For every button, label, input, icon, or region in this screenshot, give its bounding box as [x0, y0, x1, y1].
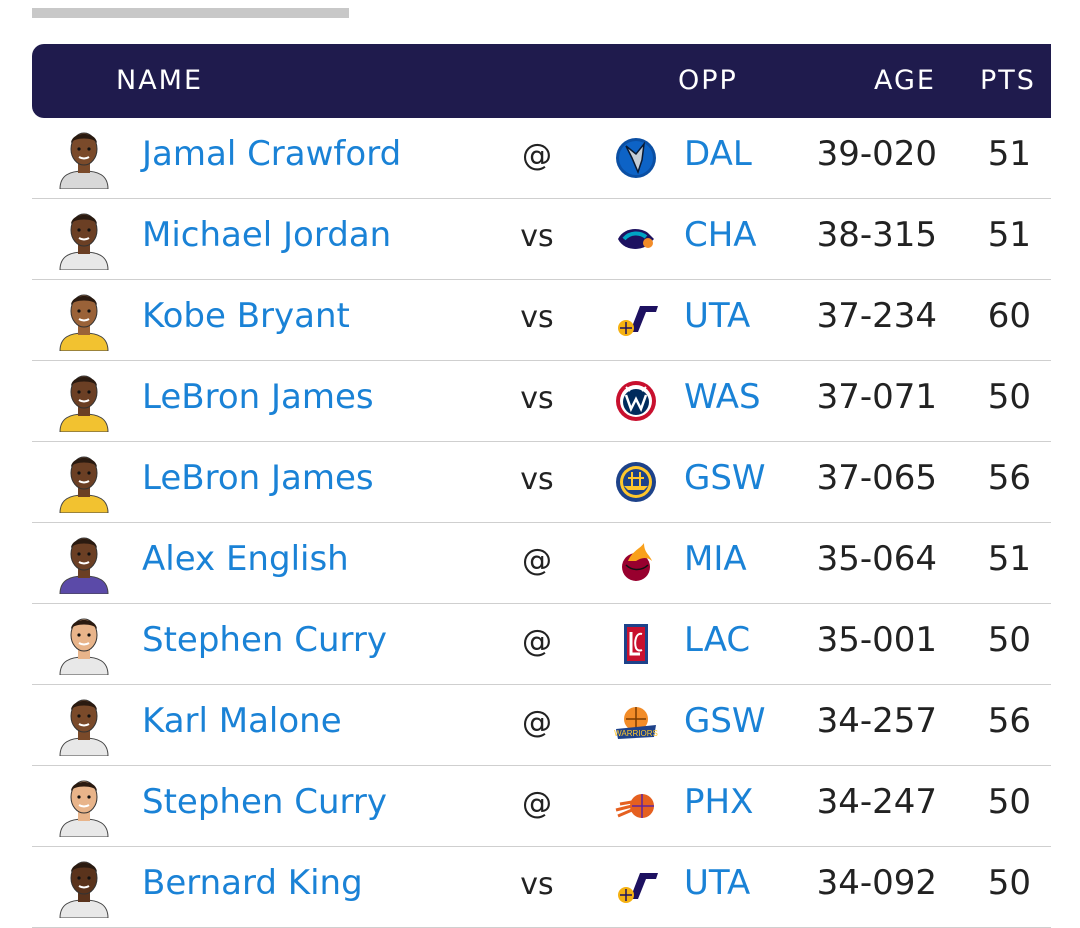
age-value: 34-092 — [816, 863, 937, 903]
opponent-team-link[interactable]: PHX — [684, 782, 754, 822]
table-row[interactable]: Michael Jordan vs CHA 38-315 51 — [32, 199, 1051, 280]
table-row[interactable]: Karl Malone @ WARRIORS GSW 34-257 56 — [32, 685, 1051, 766]
points-value: 60 — [987, 296, 1031, 336]
points-value: 56 — [987, 458, 1031, 498]
table-body: Jamal Crawford @ DAL 39-020 51 Michael Jordan… — [32, 118, 1051, 928]
table-row[interactable]: LeBron James vs GSW 37-065 56 — [32, 442, 1051, 523]
age-value: 35-064 — [816, 539, 937, 579]
venue-indicator: @ — [522, 543, 552, 578]
points-value: 50 — [987, 377, 1031, 417]
player-name-link[interactable]: Kobe Bryant — [142, 296, 350, 336]
venue-indicator: vs — [520, 867, 554, 902]
player-avatar — [56, 611, 112, 676]
player-avatar — [56, 692, 112, 757]
column-header-pts[interactable]: PTS — [980, 65, 1036, 96]
hornets-logo-icon — [614, 217, 658, 261]
player-avatar — [56, 530, 112, 595]
player-name-link[interactable]: Stephen Curry — [142, 620, 388, 660]
player-name-link[interactable]: Jamal Crawford — [142, 134, 402, 174]
table-row[interactable]: Stephen Curry @ PHX 34-247 50 — [32, 766, 1051, 847]
jazz-logo-icon — [614, 865, 658, 909]
venue-indicator: vs — [520, 300, 554, 335]
venue-indicator: @ — [522, 138, 552, 173]
points-value: 51 — [987, 134, 1031, 174]
venue-indicator: vs — [520, 462, 554, 497]
age-value: 34-257 — [816, 701, 937, 741]
opponent-team-link[interactable]: CHA — [684, 215, 757, 255]
table-row[interactable]: Alex English @ MIA 35-064 51 — [32, 523, 1051, 604]
suns-logo-icon — [614, 784, 658, 828]
player-name-link[interactable]: Alex English — [142, 539, 349, 579]
points-value: 51 — [987, 215, 1031, 255]
warriors-logo-icon — [614, 460, 658, 504]
points-value: 50 — [987, 782, 1031, 822]
player-avatar — [56, 287, 112, 352]
opponent-team-link[interactable]: WAS — [684, 377, 761, 417]
player-avatar — [56, 854, 112, 919]
opponent-team-link[interactable]: GSW — [684, 701, 766, 741]
venue-indicator: @ — [522, 786, 552, 821]
stats-table: NAME OPP AGE PTS Jamal Crawford @ DAL 39-02… — [32, 44, 1051, 928]
player-name-link[interactable]: Stephen Curry — [142, 782, 388, 822]
player-avatar — [56, 206, 112, 271]
player-name-link[interactable]: Michael Jordan — [142, 215, 392, 255]
player-name-link[interactable]: LeBron James — [142, 458, 374, 498]
venue-indicator: vs — [520, 219, 554, 254]
wizards-logo-icon — [614, 379, 658, 423]
age-value: 37-065 — [816, 458, 937, 498]
warriors-classic-logo-icon: WARRIORS — [614, 703, 658, 747]
opponent-team-link[interactable]: GSW — [684, 458, 766, 498]
svg-text:WARRIORS: WARRIORS — [614, 729, 658, 738]
venue-indicator: @ — [522, 705, 552, 740]
table-header: NAME OPP AGE PTS — [32, 44, 1051, 118]
column-header-opp[interactable]: OPP — [678, 65, 738, 96]
opponent-team-link[interactable]: LAC — [684, 620, 751, 660]
column-header-name[interactable]: NAME — [116, 65, 204, 96]
player-avatar — [56, 773, 112, 838]
mavericks-logo-icon — [614, 136, 658, 180]
points-value: 50 — [987, 863, 1031, 903]
opponent-team-link[interactable]: MIA — [684, 539, 747, 579]
table-row[interactable]: Bernard King vs UTA 34-092 50 — [32, 847, 1051, 928]
jazz-logo-icon — [614, 298, 658, 342]
age-value: 35-001 — [816, 620, 937, 660]
player-avatar — [56, 449, 112, 514]
table-row[interactable]: Stephen Curry @ LAC 35-001 50 — [32, 604, 1051, 685]
venue-indicator: @ — [522, 624, 552, 659]
opponent-team-link[interactable]: UTA — [684, 296, 751, 336]
age-value: 39-020 — [816, 134, 937, 174]
points-value: 56 — [987, 701, 1031, 741]
opponent-team-link[interactable]: DAL — [684, 134, 752, 174]
player-name-link[interactable]: Karl Malone — [142, 701, 342, 741]
clippers-logo-icon — [614, 622, 658, 666]
heat-logo-icon — [614, 541, 658, 585]
points-value: 50 — [987, 620, 1031, 660]
points-value: 51 — [987, 539, 1031, 579]
venue-indicator: vs — [520, 381, 554, 416]
age-value: 34-247 — [816, 782, 937, 822]
player-avatar — [56, 125, 112, 190]
player-name-link[interactable]: Bernard King — [142, 863, 363, 903]
age-value: 37-234 — [816, 296, 937, 336]
player-avatar — [56, 368, 112, 433]
table-row[interactable]: LeBron James vs WAS 37-071 50 — [32, 361, 1051, 442]
age-value: 37-071 — [816, 377, 937, 417]
age-value: 38-315 — [816, 215, 937, 255]
horizontal-scrollbar[interactable] — [32, 8, 349, 18]
column-header-age[interactable]: AGE — [874, 65, 936, 96]
player-name-link[interactable]: LeBron James — [142, 377, 374, 417]
table-row[interactable]: Kobe Bryant vs UTA 37-234 60 — [32, 280, 1051, 361]
opponent-team-link[interactable]: UTA — [684, 863, 751, 903]
table-row[interactable]: Jamal Crawford @ DAL 39-020 51 — [32, 118, 1051, 199]
